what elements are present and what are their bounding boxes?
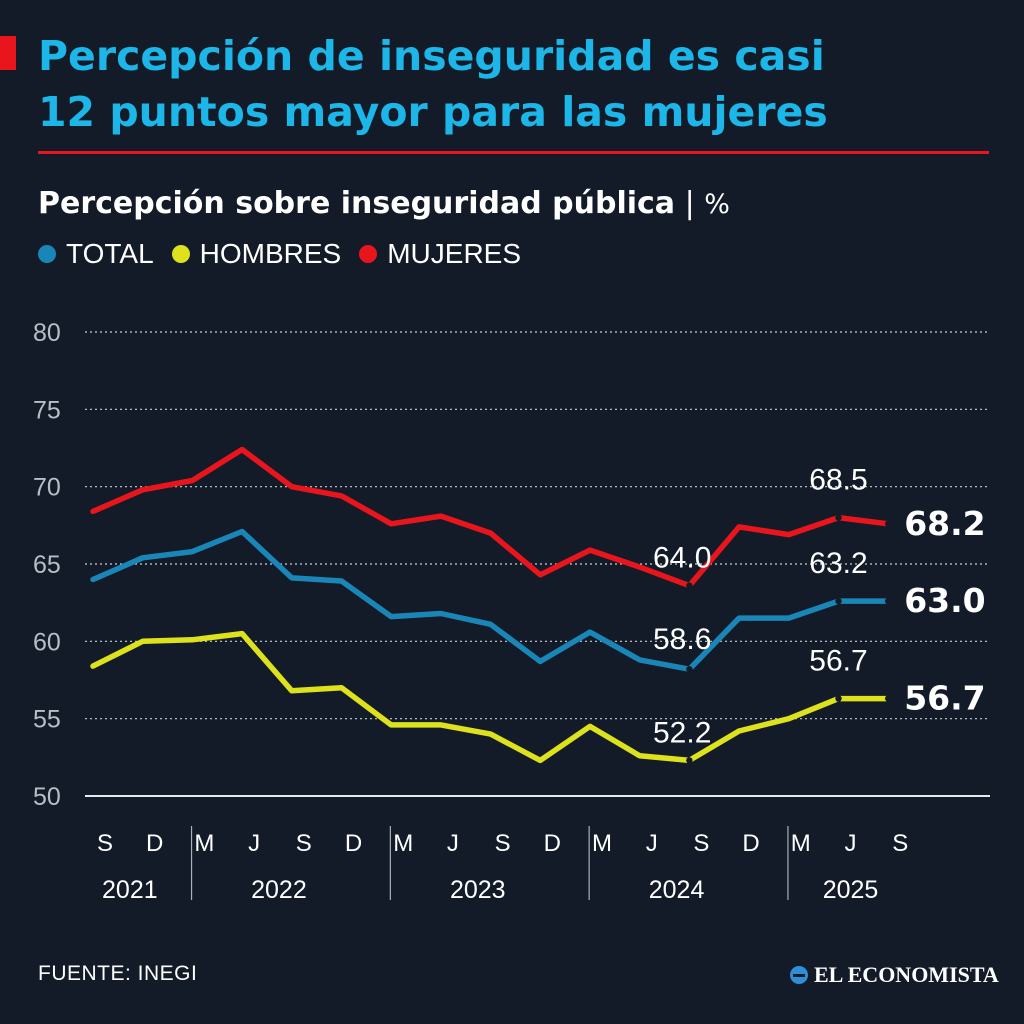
marker-hombres-15 bbox=[835, 695, 842, 702]
x-tick-label-13: D bbox=[742, 830, 759, 857]
year-label-2023: 2023 bbox=[450, 876, 506, 904]
x-tick-label-15: J bbox=[845, 830, 857, 857]
x-tick-label-16: S bbox=[892, 830, 908, 857]
series-line-mujeres bbox=[90, 446, 891, 589]
x-tick-label-8: S bbox=[495, 830, 511, 857]
series-line-total bbox=[90, 528, 891, 672]
y-tick-label-70: 70 bbox=[33, 474, 61, 502]
x-tick-label-2: M bbox=[194, 830, 214, 857]
year-label-2025: 2025 bbox=[823, 876, 879, 904]
x-tick-label-12: S bbox=[693, 830, 709, 857]
legend-item-mujeres: MUJERES bbox=[359, 236, 521, 272]
series-line-hombres bbox=[90, 630, 891, 764]
year-label-2022: 2022 bbox=[251, 876, 307, 904]
x-tick-label-14: M bbox=[791, 830, 811, 857]
year-label-2021: 2021 bbox=[102, 876, 158, 904]
data-label-mujeres-15: 68.5 bbox=[809, 464, 867, 497]
legend-item-hombres: HOMBRES bbox=[171, 236, 342, 272]
chart-subtitle-separator: | bbox=[684, 186, 695, 221]
marker-mujeres-15 bbox=[835, 514, 842, 521]
data-label-hombres-15: 56.7 bbox=[809, 645, 867, 678]
source-note: FUENTE: INEGI bbox=[38, 962, 198, 985]
legend-label-mujeres: MUJERES bbox=[387, 238, 522, 269]
brand-name: EL ECONOMISTA bbox=[814, 962, 999, 987]
marker-total-15 bbox=[835, 597, 842, 605]
chart-subtitle-text: Percepción sobre inseguridad pública bbox=[38, 186, 676, 221]
brand-logo: EL ECONOMISTA bbox=[790, 962, 999, 988]
y-tick-label-60: 60 bbox=[33, 628, 61, 656]
x-tick-label-9: D bbox=[544, 830, 561, 857]
legend-item-total: TOTAL bbox=[38, 236, 154, 272]
y-tick-label-65: 65 bbox=[33, 551, 61, 579]
headline-line-2: 12 puntos mayor para las mujeres bbox=[38, 88, 828, 136]
headline-divider bbox=[38, 151, 989, 154]
year-label-2024: 2024 bbox=[649, 876, 705, 904]
x-tick-label-10: M bbox=[592, 830, 612, 857]
x-tick-label-3: J bbox=[248, 830, 260, 857]
headline-accent-bar bbox=[0, 36, 16, 70]
data-label-mujeres-12: 64.0 bbox=[653, 542, 711, 575]
legend-dot-total bbox=[38, 245, 56, 263]
marker-total-12 bbox=[686, 665, 693, 673]
headline: Percepción de inseguridad es casi 12 pun… bbox=[38, 28, 998, 140]
x-tick-label-11: J bbox=[646, 830, 658, 857]
data-label-hombres-12: 52.2 bbox=[653, 716, 711, 749]
y-tick-label-50: 50 bbox=[33, 783, 61, 811]
legend-label-total: TOTAL bbox=[66, 238, 154, 269]
x-tick-label-1: D bbox=[146, 830, 163, 857]
marker-total-16 bbox=[885, 597, 892, 605]
x-tick-label-6: M bbox=[393, 830, 413, 857]
chart-subtitle-unit: % bbox=[704, 189, 730, 220]
x-tick-label-5: D bbox=[345, 830, 362, 857]
y-tick-label-75: 75 bbox=[33, 396, 61, 424]
end-label-mujeres: 68.2 bbox=[904, 504, 985, 543]
legend-dot-hombres bbox=[171, 245, 190, 263]
x-tick-label-0: S bbox=[97, 830, 113, 857]
marker-hombres-12 bbox=[686, 757, 693, 764]
data-label-total-12: 58.6 bbox=[653, 623, 711, 656]
brand-globe-icon bbox=[790, 966, 808, 984]
headline-line-1: Percepción de inseguridad es casi bbox=[38, 32, 825, 80]
data-label-total-15: 63.2 bbox=[809, 547, 867, 580]
y-tick-label-55: 55 bbox=[33, 706, 61, 734]
chart-subtitle: Percepción sobre inseguridad pública | % bbox=[38, 184, 730, 225]
marker-hombres-16 bbox=[885, 695, 892, 702]
chart-legend: TOTAL HOMBRES MUJERES bbox=[38, 236, 521, 272]
end-label-hombres: 56.7 bbox=[904, 679, 985, 718]
marker-mujeres-16 bbox=[885, 520, 892, 527]
legend-label-hombres: HOMBRES bbox=[199, 238, 342, 269]
y-tick-label-80: 80 bbox=[33, 319, 61, 347]
x-tick-label-4: S bbox=[296, 830, 312, 857]
marker-mujeres-12 bbox=[686, 582, 693, 589]
legend-dot-mujeres bbox=[359, 245, 378, 263]
x-tick-label-7: J bbox=[447, 830, 459, 857]
end-label-total: 63.0 bbox=[904, 581, 985, 620]
